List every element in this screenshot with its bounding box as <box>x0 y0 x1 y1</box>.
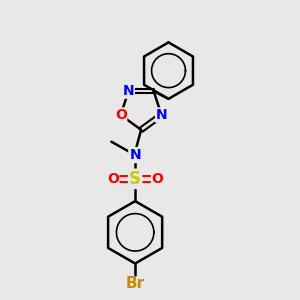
Text: O: O <box>115 108 127 122</box>
Text: N: N <box>129 148 141 162</box>
Text: Br: Br <box>126 276 145 291</box>
Text: N: N <box>123 84 134 98</box>
Text: O: O <box>107 172 119 186</box>
Text: S: S <box>129 170 141 188</box>
Text: O: O <box>152 172 164 186</box>
Text: N: N <box>156 108 167 122</box>
